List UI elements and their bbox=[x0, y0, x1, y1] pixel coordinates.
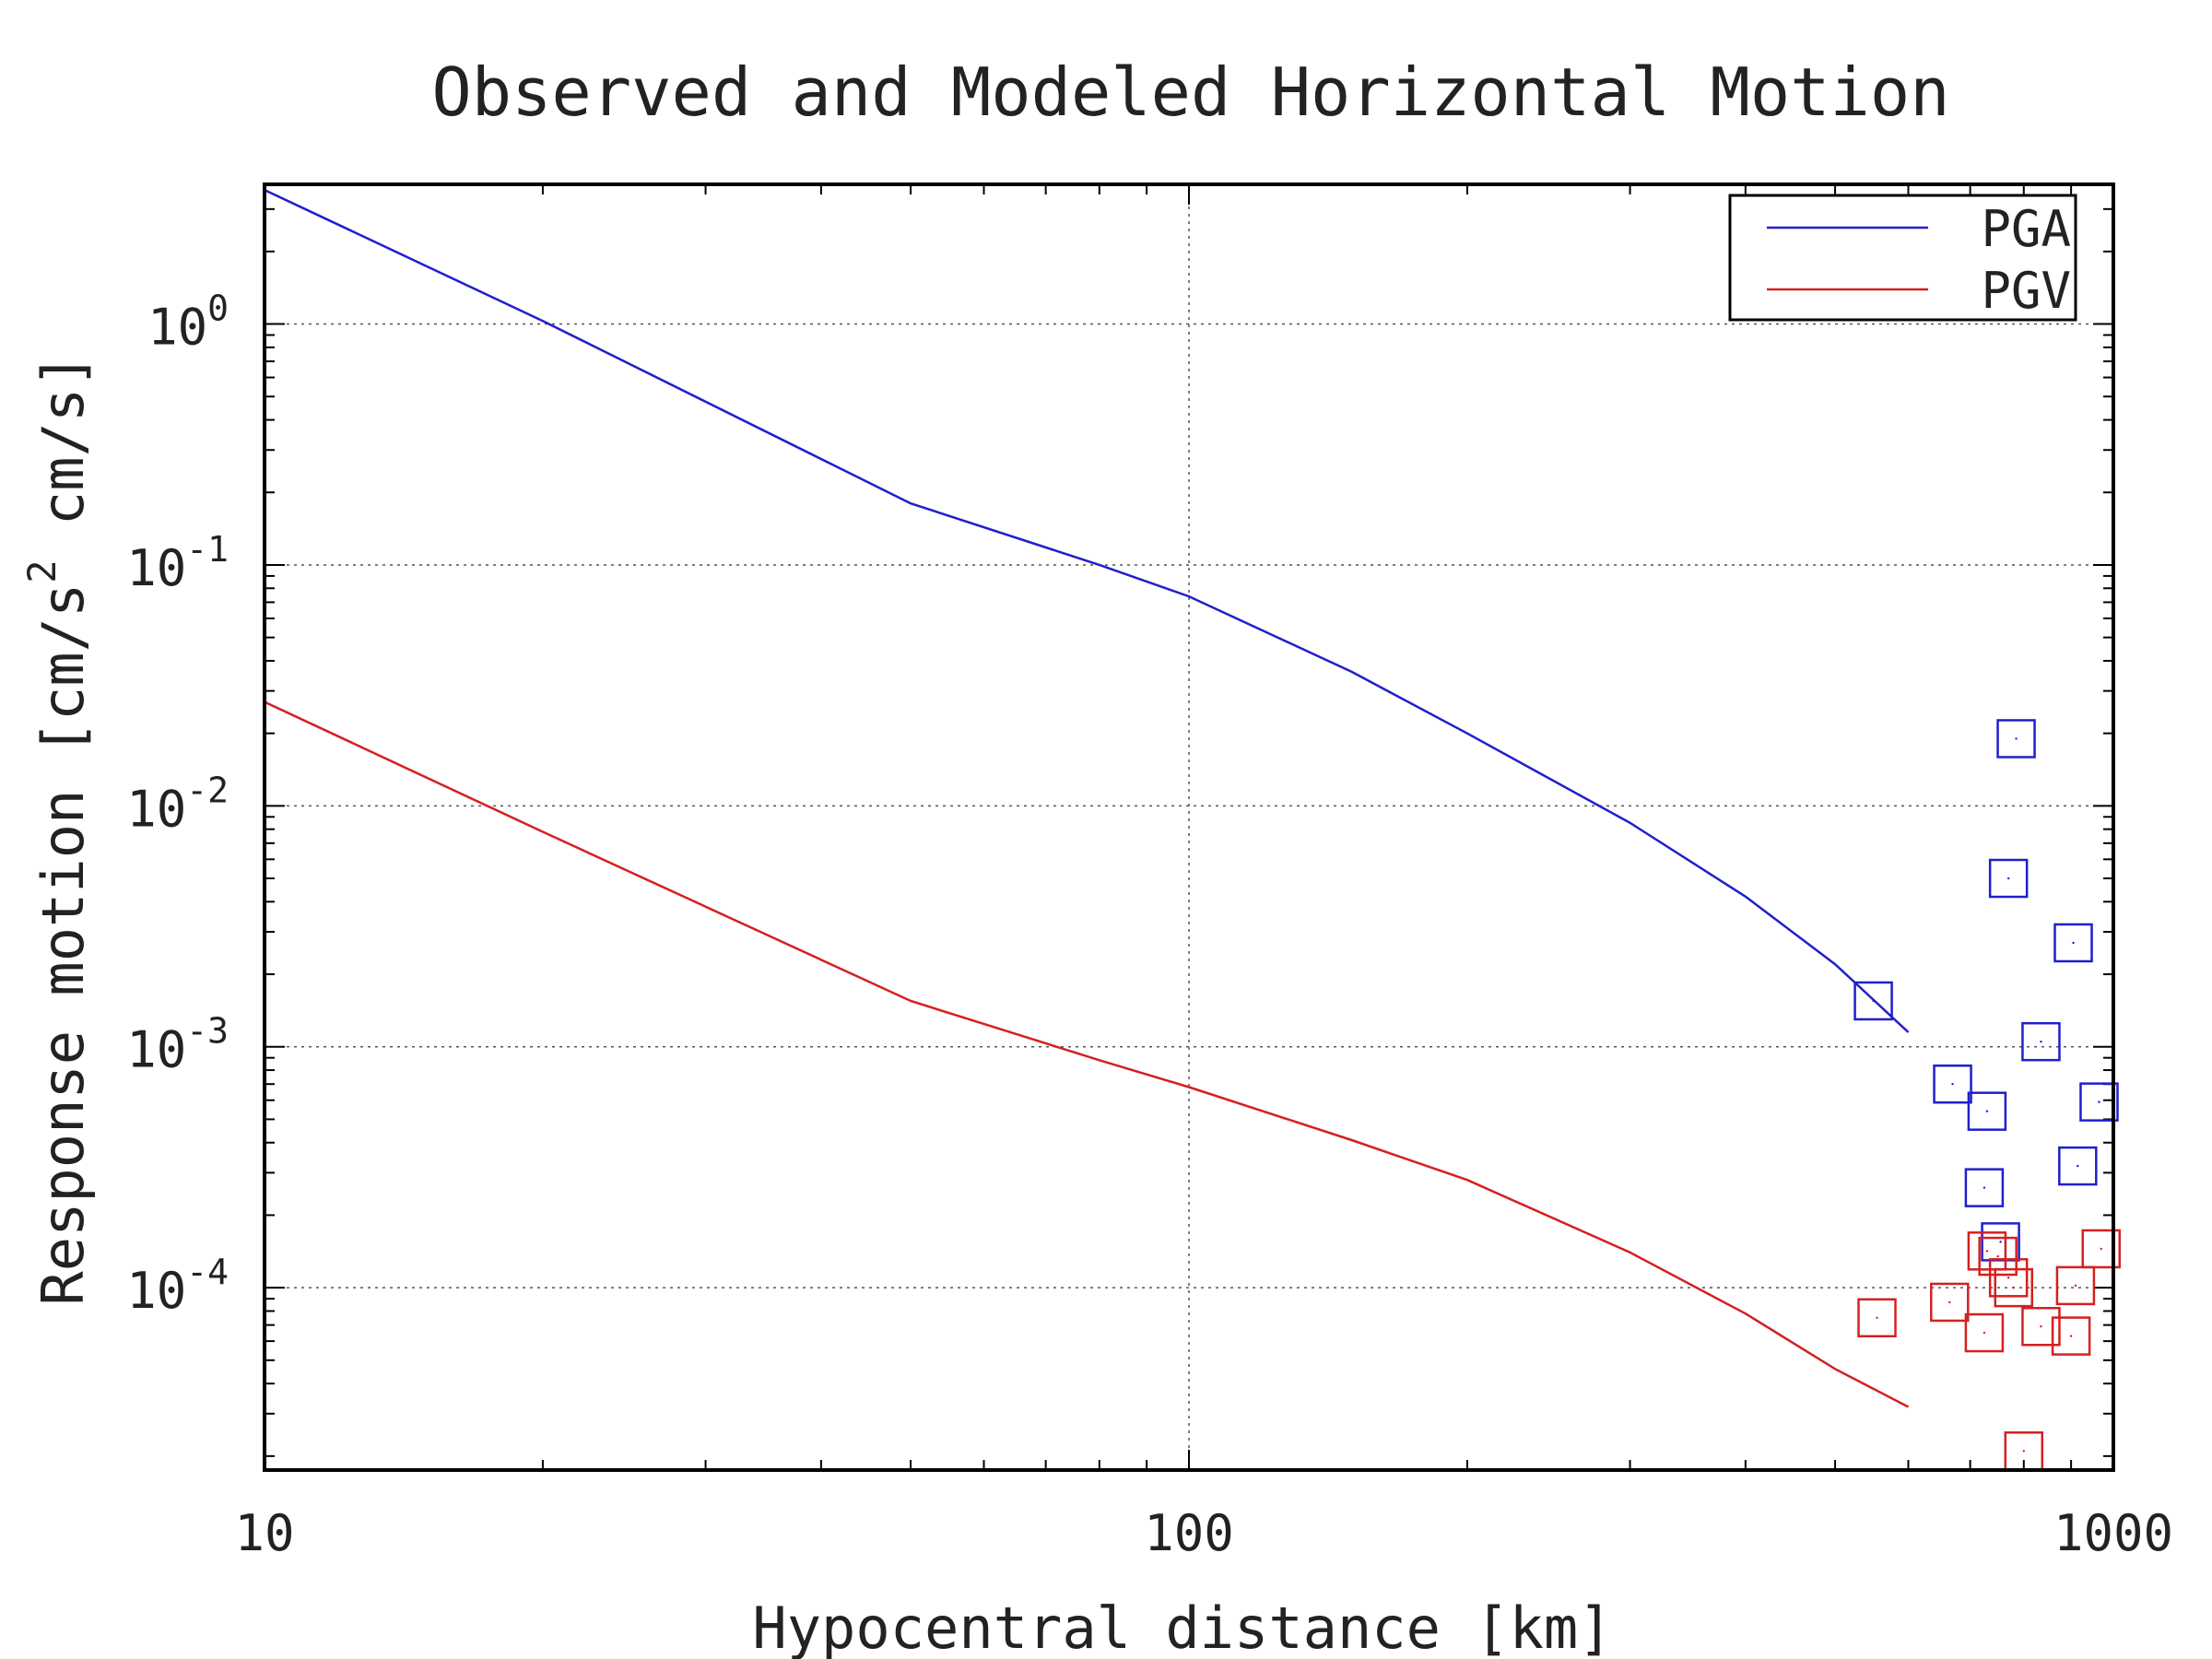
y-axis-label-suffix: cm/s] bbox=[29, 353, 97, 559]
y-axis-label-prefix: Response motion [cm/s bbox=[29, 583, 97, 1306]
observed-marker-center-pgv bbox=[2069, 1335, 2073, 1337]
observed-marker-pgv bbox=[2051, 1316, 2091, 1356]
observed-marker-pga bbox=[1853, 981, 1893, 1021]
observed-marker-pgv bbox=[1994, 1267, 2034, 1308]
y-tick-label-exponent: 0 bbox=[207, 288, 229, 329]
observed-marker-pga bbox=[1988, 858, 2029, 899]
y-tick-label-exponent: -2 bbox=[186, 770, 229, 810]
y-axis-label: Response motion [cm/s2 cm/s] bbox=[19, 353, 97, 1305]
observed-marker-pga bbox=[1933, 1064, 1972, 1104]
y-tick-label: 10-2 bbox=[126, 770, 229, 838]
series-line-pga bbox=[264, 188, 1910, 1033]
observed-markers bbox=[1853, 719, 2121, 1471]
observed-marker-center-pga bbox=[2015, 737, 2018, 740]
observed-marker-pga bbox=[2058, 1146, 2098, 1186]
observed-marker-center-pgv bbox=[1948, 1300, 1951, 1304]
y-tick-label-exponent: -1 bbox=[186, 529, 229, 570]
x-tick-label: 100 bbox=[1144, 1504, 1234, 1562]
observed-marker-center-pga bbox=[2098, 1100, 2100, 1103]
observed-marker-center-pga bbox=[1999, 1241, 2002, 1243]
observed-marker-center-pgv bbox=[2040, 1325, 2042, 1328]
observed-marker-pga bbox=[1967, 1091, 2007, 1131]
y-tick-label: 100 bbox=[147, 288, 229, 357]
y-tick-label-base: 10 bbox=[147, 299, 207, 357]
plot-frame bbox=[263, 182, 2115, 1472]
observed-marker-center-pga bbox=[2040, 1040, 2042, 1043]
y-tick-label: 10-1 bbox=[126, 529, 229, 597]
y-tick-label-base: 10 bbox=[126, 539, 186, 597]
observed-marker-pgv bbox=[2055, 1265, 2096, 1306]
x-tick-label: 1000 bbox=[2053, 1504, 2173, 1562]
observed-marker-center-pga bbox=[1951, 1083, 1954, 1086]
x-tick-labels: 10 100 1000 bbox=[234, 1504, 2173, 1562]
x-axis-label: Hypocentral distance [km] bbox=[752, 1594, 1612, 1659]
x-tick-label: 10 bbox=[234, 1504, 294, 1562]
observed-marker-pgv bbox=[2021, 1307, 2061, 1347]
chart-title: Observed and Modeled Horizontal Motion bbox=[431, 53, 1949, 131]
observed-marker-center-pgv bbox=[2006, 1277, 2010, 1279]
observed-marker-pgv bbox=[1964, 1312, 2005, 1353]
observed-marker-pgv bbox=[1988, 1258, 2029, 1298]
observed-marker-center-pgv bbox=[2100, 1247, 2102, 1251]
observed-marker-pga bbox=[1996, 719, 2036, 759]
series-line-pgv bbox=[264, 700, 1910, 1408]
observed-marker-pga bbox=[2021, 1021, 2061, 1062]
legend-label-pgv: PGV bbox=[1981, 262, 2071, 320]
y-tick-label-base: 10 bbox=[126, 1021, 186, 1079]
observed-marker-pgv bbox=[1857, 1298, 1897, 1338]
legend-box bbox=[1728, 194, 2077, 322]
y-tick-label-exponent: -3 bbox=[186, 1011, 229, 1052]
observed-marker-pga bbox=[1964, 1168, 2005, 1207]
y-tick-label-exponent: -4 bbox=[186, 1252, 229, 1292]
observed-marker-center-pgv bbox=[2022, 1450, 2025, 1453]
observed-marker-pgv bbox=[1978, 1236, 2018, 1277]
observed-marker-center-pga bbox=[2006, 877, 2010, 880]
legend-label-pga: PGA bbox=[1981, 200, 2071, 258]
observed-marker-center-pgv bbox=[1983, 1331, 1986, 1335]
observed-marker-center-pga bbox=[2072, 941, 2075, 945]
observed-marker-center-pgv bbox=[1876, 1316, 1878, 1319]
observed-marker-center-pga bbox=[1983, 1186, 1986, 1189]
observed-marker-center-pga bbox=[1872, 999, 1875, 1003]
observed-marker-center-pgv bbox=[1996, 1254, 1999, 1258]
observed-marker-pga bbox=[2079, 1082, 2119, 1122]
y-tick-label-base: 10 bbox=[126, 780, 186, 838]
observed-marker-center-pgv bbox=[2012, 1286, 2015, 1289]
y-tick-label-base: 10 bbox=[126, 1262, 186, 1320]
y-tick-label: 10-3 bbox=[126, 1011, 229, 1079]
observed-marker-pgv bbox=[2081, 1229, 2121, 1269]
observed-marker-pga bbox=[2053, 923, 2093, 963]
legend: PGA PGV bbox=[1728, 194, 2077, 322]
observed-marker-center-pgv bbox=[1985, 1250, 1989, 1253]
y-tick-label: 10-4 bbox=[126, 1252, 229, 1320]
series-layer bbox=[264, 188, 1910, 1408]
observed-marker-pgv bbox=[1967, 1231, 2007, 1271]
observed-marker-center-pga bbox=[2077, 1164, 2079, 1168]
grid bbox=[265, 184, 2113, 1470]
y-axis-label-superscript: 2 bbox=[19, 559, 65, 582]
observed-marker-center-pgv bbox=[2074, 1284, 2077, 1288]
observed-marker-pgv bbox=[1930, 1282, 1970, 1323]
observed-marker-center-pga bbox=[1985, 1110, 1989, 1112]
